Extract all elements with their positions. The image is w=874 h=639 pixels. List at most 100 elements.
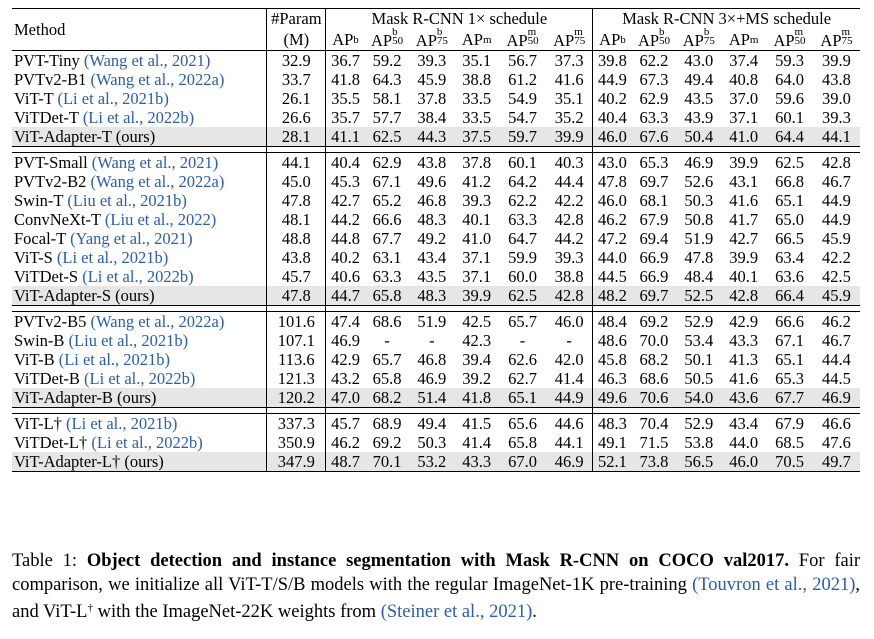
group-spacer: [12, 407, 860, 414]
value-cell: 70.5: [766, 452, 813, 472]
value-cell: 39.9: [729, 248, 759, 267]
value-cell: 40.2: [592, 89, 632, 108]
value-cell: 41.6: [729, 191, 759, 210]
value-cell: 44.1: [554, 433, 584, 452]
param-cell: 107.1: [266, 331, 326, 350]
param-cell: 26.1: [266, 89, 326, 108]
method-name: ViTDet-S: [14, 267, 79, 286]
value-cell: 67.6: [631, 127, 677, 147]
value-cell: 33.5: [462, 108, 492, 127]
value-cell: 63.6: [775, 267, 804, 286]
method-citation-link[interactable]: (Li et al., 2022b): [82, 108, 195, 127]
value-cell: 40.4: [592, 108, 632, 127]
method-cell: ViT-B (Li et al., 2021b): [12, 350, 267, 369]
method-name: ViTDet-L†: [14, 433, 88, 452]
value-cell: 65.8: [364, 286, 410, 306]
value-cell: 44.8: [325, 229, 365, 248]
value-cell: 46.2: [325, 433, 365, 452]
value-cell: 37.8: [454, 152, 500, 172]
method-citation-link[interactable]: (Yang et al., 2021): [70, 229, 193, 248]
value-cell: 40.1: [729, 267, 759, 286]
value-cell: 65.3: [775, 369, 804, 388]
metric-sup: b: [703, 26, 710, 38]
value-cell: 59.9: [508, 248, 537, 267]
value-cell: 43.8: [409, 152, 455, 172]
value-cell: 44.9: [545, 388, 593, 408]
value-cell: 65.0: [775, 210, 804, 229]
value-cell: 38.4: [417, 108, 447, 127]
method-citation-link[interactable]: (Li et al., 2022b): [91, 433, 203, 452]
value-cell: 49.2: [417, 229, 447, 248]
method-citation-link[interactable]: (Li et al., 2021b): [57, 89, 169, 108]
method-citation-link[interactable]: (Wang et al., 2022a): [90, 70, 225, 89]
metric-sub: 75: [841, 35, 853, 47]
method-citation-link[interactable]: (Liu et al., 2022): [104, 210, 217, 229]
value-cell: 69.2: [631, 311, 677, 331]
value-cell: 48.3: [417, 210, 447, 229]
method-citation-link[interactable]: (Li et al., 2021b): [56, 248, 169, 267]
value-cell: 44.2: [554, 229, 584, 248]
value-cell: 65.6: [499, 413, 546, 433]
metric-sub: 50: [659, 35, 671, 47]
metric-header: AP m 75: [546, 27, 593, 51]
metric-header: AP b: [325, 28, 365, 51]
value-cell: 39.9: [721, 152, 767, 172]
method-citation-link[interactable]: (Li et al., 2021b): [58, 350, 171, 369]
method-citation-link[interactable]: (Liu et al., 2021b): [68, 331, 189, 350]
value-cell: 59.2: [364, 50, 410, 70]
method-citation-link[interactable]: (Wang et al., 2022a): [90, 312, 225, 331]
value-cell: 49.6: [592, 388, 632, 408]
caption-cite-steiner[interactable]: (Steiner et al., 2021): [380, 602, 533, 622]
value-cell: 38.8: [554, 267, 584, 286]
value-cell: 44.9: [822, 210, 851, 229]
method-citation-link[interactable]: (Li et al., 2022b): [84, 369, 196, 388]
value-cell: 46.8: [417, 350, 447, 369]
param-cell: 48.1: [266, 210, 326, 229]
method-name: ViT-S: [14, 248, 53, 267]
value-cell: 39.3: [462, 191, 492, 210]
method-citation-link[interactable]: (Liu et al., 2021b): [67, 191, 187, 210]
method-name: ViT-B: [14, 350, 55, 369]
value-cell: 63.3: [508, 210, 537, 229]
value-cell: 56.5: [676, 452, 722, 472]
metric-base: AP: [637, 31, 660, 50]
value-cell: 45.9: [812, 286, 860, 306]
param-cell: 350.9: [266, 433, 326, 452]
value-cell: 64.7: [508, 229, 537, 248]
value-cell: 65.2: [372, 191, 402, 210]
method-citation-link[interactable]: (Wang et al., 2022a): [90, 172, 225, 191]
value-cell: 68.2: [639, 350, 669, 369]
method-name: ViT-L†: [14, 414, 62, 433]
value-cell: 35.1: [554, 89, 584, 108]
value-cell: 42.8: [721, 286, 767, 306]
method-citation-link[interactable]: (Li et al., 2022b): [82, 267, 194, 286]
value-cell: 37.4: [721, 50, 767, 70]
value-cell: 37.0: [729, 89, 759, 108]
value-cell: 44.4: [822, 350, 851, 369]
method-citation-link[interactable]: (Li et al., 2021b): [66, 414, 178, 433]
value-cell: 50.3: [417, 433, 447, 452]
metric-base: AP: [599, 29, 621, 49]
caption-cite-touvron[interactable]: (Touvron et al., 2021): [692, 574, 856, 595]
method-citation-link[interactable]: (Wang et al., 2021): [83, 51, 211, 70]
value-cell: 44.9: [822, 191, 851, 210]
value-cell: 65.1: [775, 191, 804, 210]
value-cell: 42.2: [822, 248, 851, 267]
value-cell: 45.9: [417, 70, 447, 89]
method-citation-link[interactable]: (Wang et al., 2021): [91, 153, 219, 172]
value-cell: 42.5: [454, 311, 500, 331]
value-cell: 59.7: [499, 127, 546, 147]
caption-dagger: †: [87, 602, 93, 614]
value-cell: 67.1: [372, 172, 402, 191]
value-cell: 44.5: [592, 267, 632, 286]
value-cell: 54.9: [508, 89, 537, 108]
metric-header: AP b 50: [632, 27, 677, 51]
method-name: PVTv2-B5: [14, 312, 87, 331]
metric-sup: b: [392, 26, 398, 38]
method-name: ViT-Adapter-T (ours): [14, 127, 156, 146]
metric-sup: m: [794, 26, 804, 38]
value-cell: 50.8: [684, 210, 714, 229]
param-cell: 121.3: [266, 369, 326, 388]
value-cell: 62.6: [508, 350, 537, 369]
